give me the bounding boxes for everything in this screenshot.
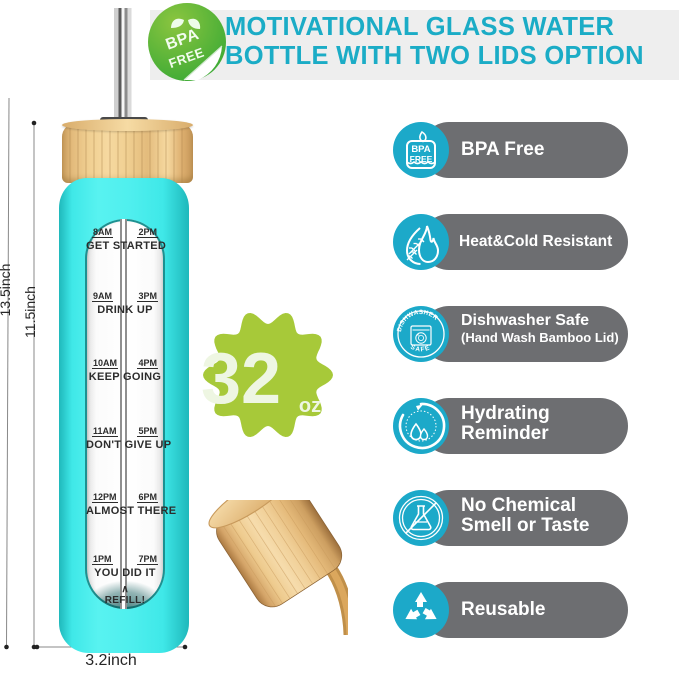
svg-text:oz: oz <box>299 395 321 417</box>
svg-text:DISHWASHER: DISHWASHER <box>396 309 439 332</box>
svg-text:32: 32 <box>201 339 281 419</box>
svg-text:FREE: FREE <box>410 154 433 164</box>
